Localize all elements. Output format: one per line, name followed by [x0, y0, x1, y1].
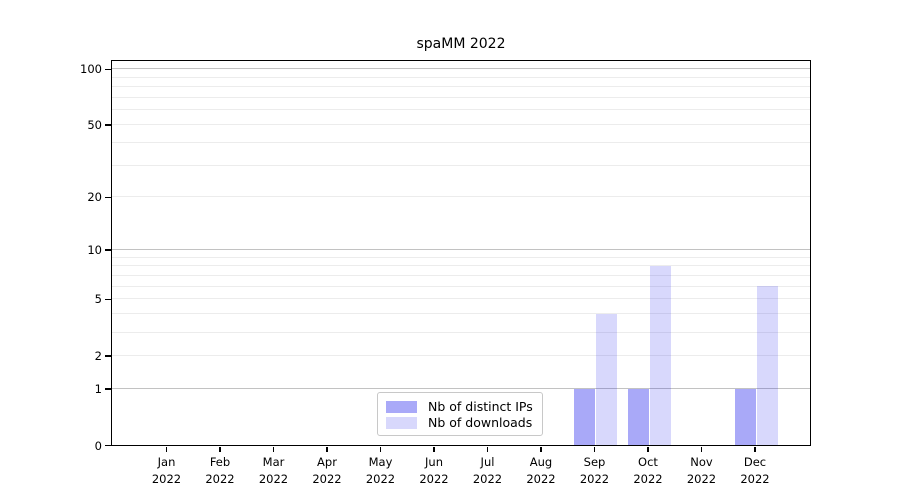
x-label-month: Nov — [690, 455, 713, 469]
x-label-month: Aug — [529, 455, 553, 469]
x-label-year: 2022 — [312, 471, 342, 486]
minor-gridline-60 — [112, 109, 810, 111]
x-label-month: Jul — [480, 455, 495, 469]
bar-downloads-sep — [596, 313, 617, 445]
bar-distinct-ips-dec — [734, 388, 756, 445]
minor-gridline-8 — [112, 265, 810, 267]
x-tick-sep — [593, 447, 596, 452]
x-tick-mar — [272, 447, 275, 452]
bar-distinct-ips-oct — [627, 388, 649, 445]
x-label-month: Sep — [583, 455, 606, 469]
x-label-month: Dec — [743, 455, 767, 469]
minor-gridline-4 — [112, 313, 810, 315]
x-tick-feb — [219, 447, 221, 452]
y-tick-5 — [105, 298, 111, 301]
y-tick-label-10: 10 — [87, 243, 102, 258]
legend-item-distinct-ips: Nb of distinct IPs — [386, 399, 534, 414]
legend-label-downloads: Nb of downloads — [428, 415, 533, 430]
y-tick-50 — [105, 124, 111, 126]
x-label-year: 2022 — [740, 471, 770, 486]
bar-downloads-oct — [649, 265, 671, 445]
legend-item-downloads: Nb of downloads — [386, 415, 534, 430]
plot-area: Nb of distinct IPs Nb of downloads — [111, 60, 811, 446]
x-label-month: Oct — [638, 455, 658, 469]
chart-title: spaMM 2022 — [416, 36, 506, 52]
legend-swatch-distinct-ips — [386, 400, 417, 413]
x-tick-label-jul: Jul 2022 — [460, 454, 516, 487]
x-label-year: 2022 — [526, 471, 556, 486]
x-tick-jun — [433, 447, 435, 452]
x-label-month: Apr — [317, 455, 337, 469]
x-tick-label-jun: Jun 2022 — [406, 454, 462, 487]
x-tick-label-aug: Aug 2022 — [513, 454, 569, 487]
x-tick-label-dec: Dec 2022 — [727, 454, 783, 487]
x-tick-may — [379, 447, 382, 452]
y-tick-1 — [105, 388, 111, 390]
x-label-year: 2022 — [419, 471, 449, 486]
x-tick-label-apr: Apr 2022 — [299, 454, 355, 487]
y-tick-0 — [105, 444, 111, 447]
minor-gridline-30 — [112, 164, 810, 166]
x-label-year: 2022 — [472, 471, 503, 486]
minor-gridline-90 — [112, 76, 810, 78]
x-label-year: 2022 — [633, 471, 663, 486]
y-tick-10 — [105, 249, 111, 251]
minor-gridline-2 — [112, 354, 810, 356]
y-tick-label-50: 50 — [87, 118, 102, 133]
bar-downloads-dec — [756, 286, 778, 445]
minor-gridline-6 — [112, 285, 810, 287]
x-label-month: Jun — [425, 455, 443, 469]
major-gridline-10 — [112, 249, 810, 251]
x-label-year: 2022 — [579, 471, 610, 486]
x-label-year: 2022 — [258, 471, 289, 486]
x-tick-label-may: May 2022 — [353, 454, 409, 487]
minor-gridline-9 — [112, 256, 810, 258]
x-tick-label-feb: Feb 2022 — [192, 454, 248, 487]
y-tick-100 — [105, 68, 111, 71]
x-tick-nov — [700, 447, 703, 452]
minor-gridline-7 — [112, 275, 810, 277]
x-tick-oct — [647, 447, 649, 452]
y-tick-label-100: 100 — [80, 62, 102, 77]
x-tick-label-jan: Jan 2022 — [139, 454, 195, 487]
minor-gridline-70 — [112, 97, 810, 99]
y-tick-2 — [105, 355, 111, 357]
x-label-month: Feb — [209, 455, 231, 469]
major-gridline-1 — [112, 388, 810, 389]
legend-swatch-downloads — [386, 416, 417, 429]
bar-distinct-ips-sep — [574, 388, 595, 445]
legend: Nb of distinct IPs Nb of downloads — [377, 392, 543, 436]
x-label-year: 2022 — [686, 471, 717, 486]
minor-gridline-5 — [112, 298, 810, 300]
x-label-month: Jan — [157, 455, 176, 469]
y-tick-label-20: 20 — [87, 190, 102, 205]
y-tick-label-5: 5 — [94, 292, 102, 307]
x-label-year: 2022 — [365, 471, 396, 486]
x-label-month: May — [368, 455, 393, 469]
x-tick-dec — [754, 447, 756, 452]
legend-label-distinct-ips: Nb of distinct IPs — [428, 399, 533, 414]
y-tick-label-1: 1 — [94, 382, 102, 396]
major-gridline-100 — [112, 68, 810, 70]
x-tick-label-mar: Mar 2022 — [246, 454, 302, 487]
x-label-year: 2022 — [151, 471, 182, 486]
x-tick-aug — [540, 447, 542, 452]
minor-gridline-80 — [112, 86, 810, 88]
minor-gridline-3 — [112, 331, 810, 333]
x-tick-jan — [165, 447, 168, 452]
x-tick-label-nov: Nov 2022 — [674, 454, 730, 487]
y-tick-20 — [105, 196, 111, 199]
minor-gridline-40 — [112, 141, 810, 143]
minor-gridline-20 — [112, 196, 810, 198]
x-label-year: 2022 — [205, 471, 235, 486]
minor-gridline-50 — [112, 124, 810, 126]
y-tick-label-0: 0 — [94, 438, 102, 453]
x-tick-apr — [326, 447, 328, 452]
x-label-month: Mar — [262, 455, 285, 469]
y-tick-label-2: 2 — [94, 348, 102, 363]
x-tick-jul — [486, 447, 489, 452]
x-tick-label-sep: Sep 2022 — [567, 454, 623, 487]
x-tick-label-oct: Oct 2022 — [620, 454, 676, 487]
